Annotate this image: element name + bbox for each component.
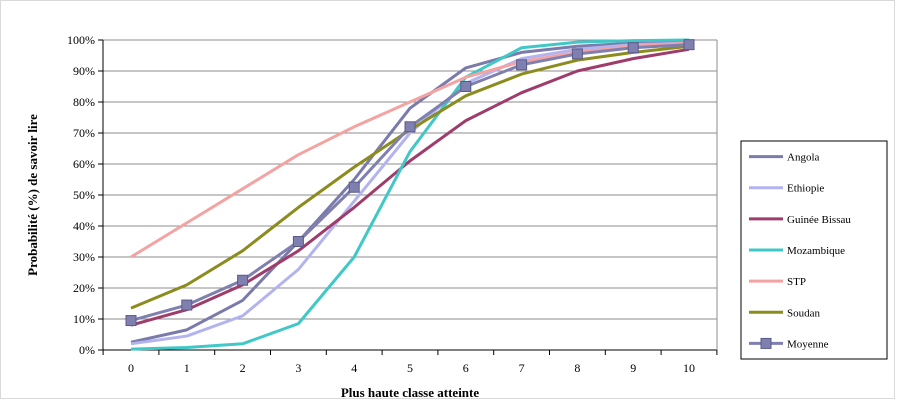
x-axis-title: Plus haute classe atteinte [341,385,480,400]
series-line-moyenne [130,43,690,322]
y-tick-label: 70% [73,126,95,140]
y-tick-label: 10% [73,312,95,326]
legend-label: Soudan [787,307,821,319]
axes: 0% 10% 20% 30% 40% 50% 60% 70% 80% 90% 100% 0 1 2 3 4 5 6… [67,33,718,375]
x-tick-label: 3 [295,361,301,375]
series-line-mozambique [130,38,690,351]
legend-label: Mozambique [787,245,845,257]
y-tick-label: 40% [73,219,95,233]
legend-label: Ethiopie [787,183,824,195]
legend-marker [760,337,772,349]
data-point-marker [683,39,695,51]
legend-label: STP [787,276,806,288]
x-tick-label: 0 [128,361,134,375]
x-tick-label: 5 [407,361,413,375]
x-tick-label: 1 [184,361,190,375]
series-line-soudan [130,44,690,310]
y-tick-label: 50% [73,188,95,202]
y-axis-title: Probabilité (%) de savoir lire [25,114,40,276]
x-tick-label: 4 [351,361,357,375]
y-tick-label: 100% [67,33,95,47]
y-tick-label: 30% [73,250,95,264]
x-tick-label: 7 [519,361,525,375]
y-tick-label: 60% [73,157,95,171]
y-tick-label: 0% [79,343,95,357]
data-point-marker [348,181,360,193]
series-lines [125,38,695,351]
x-tick-label: 8 [574,361,580,375]
legend-label: Guinée Bissau [787,214,851,226]
data-point-marker [237,274,249,286]
legend-label: Angola [787,152,820,164]
data-point-marker [292,236,304,247]
y-tick-label: 80% [73,95,95,109]
series-line-guinée-bissau [130,47,690,327]
data-point-marker [181,299,193,311]
data-point-marker [460,81,472,92]
data-point-marker [571,48,583,60]
x-tick-label: 10 [683,361,695,375]
data-point-marker [404,121,416,133]
y-tick-label: 90% [73,64,95,78]
x-tick-label: 2 [240,361,246,375]
y-tick-label: 20% [73,281,95,295]
series-line-stp [130,41,690,259]
grid-lines [103,39,717,351]
data-point-marker [516,59,528,71]
series-line-ethiopie [130,41,690,346]
series-line-angola [130,40,690,344]
x-tick-label: 9 [630,361,636,375]
data-point-marker [125,315,137,327]
legend-box [740,140,888,360]
data-point-marker [627,42,639,54]
x-tick-label: 6 [463,361,469,375]
legend: Angola Ethiopie Guinée Bissau Mozambique STP… [740,140,888,360]
legend-label: Moyenne [787,338,829,350]
